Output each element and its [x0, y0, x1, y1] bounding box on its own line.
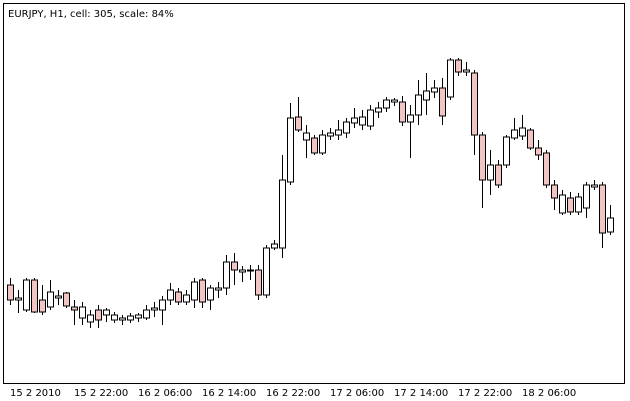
candle-body [391, 99, 398, 103]
candle-body [119, 317, 126, 321]
candle-body [447, 59, 454, 98]
candle-body [367, 109, 374, 127]
candle-body [375, 107, 382, 113]
candle-body [415, 94, 422, 116]
x-tick-label: 18 2 06:00 [522, 388, 576, 399]
candle-body [63, 292, 70, 307]
x-tick-label: 15 2 2010 [10, 388, 61, 399]
candle-body [167, 289, 174, 301]
candle-body [551, 184, 558, 199]
candle-body [111, 314, 118, 321]
candle-body [103, 309, 110, 316]
candle-body [215, 287, 222, 291]
candle-body [239, 269, 246, 273]
candle-body [247, 269, 254, 272]
candle-body [535, 147, 542, 156]
candle-body [311, 137, 318, 154]
x-tick-label: 16 2 22:00 [266, 388, 320, 399]
candle-body [399, 101, 406, 123]
chart-title: EURJPY, H1, cell: 305, scale: 84% [8, 9, 174, 20]
candle-body [543, 152, 550, 186]
candle-body [143, 309, 150, 319]
candle-body [255, 269, 262, 296]
candle-body [303, 132, 310, 141]
candle-body [439, 87, 446, 117]
x-tick-label: 16 2 14:00 [202, 388, 256, 399]
candle-body [423, 90, 430, 101]
candle-body [479, 134, 486, 181]
candle-body [183, 294, 190, 303]
candle-body [95, 309, 102, 321]
candle-body [263, 247, 270, 296]
candle-body [559, 194, 566, 214]
candle-body [431, 87, 438, 93]
candle-body [55, 295, 62, 299]
candle-body [607, 217, 614, 233]
candle-body [287, 117, 294, 183]
candle-body [455, 59, 462, 73]
candle-body [495, 164, 502, 186]
candle-body [599, 184, 606, 234]
candle-body [295, 116, 302, 131]
candle-body [223, 261, 230, 289]
candle-body [231, 261, 238, 271]
candle-body [319, 134, 326, 154]
x-tick-label: 15 2 22:00 [74, 388, 128, 399]
candle-body [31, 279, 38, 313]
candle-body [511, 129, 518, 139]
candle-body [175, 291, 182, 303]
x-tick-label: 16 2 06:00 [138, 388, 192, 399]
candle-body [159, 299, 166, 311]
candle-body [135, 314, 142, 319]
plot-frame [3, 3, 625, 384]
candle-body [7, 284, 14, 301]
candle-body [591, 184, 598, 188]
x-tick-label: 17 2 22:00 [458, 388, 512, 399]
candle-body [487, 164, 494, 181]
candle-body [527, 129, 534, 149]
candle-body [15, 297, 22, 301]
candle-body [583, 184, 590, 209]
candle-body [39, 299, 46, 313]
candle-body [87, 314, 94, 323]
candle-body [271, 243, 278, 249]
candle-body [207, 287, 214, 301]
x-tick-label: 17 2 06:00 [330, 388, 384, 399]
candle-body [407, 114, 414, 123]
candle-body [199, 279, 206, 303]
candle-body [383, 99, 390, 109]
candle-body [71, 306, 78, 311]
candle-body [335, 129, 342, 136]
candle-body [23, 279, 30, 311]
candle-body [191, 281, 198, 301]
candle-body [327, 132, 334, 137]
candle-body [463, 69, 470, 73]
candle-body [503, 136, 510, 166]
candle-body [127, 315, 134, 321]
candle-body [519, 127, 526, 137]
candle-body [151, 307, 158, 311]
x-tick-label: 17 2 14:00 [394, 388, 448, 399]
candle-body [351, 117, 358, 124]
candle-body [47, 291, 54, 308]
candle-body [471, 72, 478, 136]
candle-body [279, 179, 286, 249]
candle-body [575, 196, 582, 213]
candle-body [359, 116, 366, 126]
candle-body [567, 197, 574, 213]
candle-body [343, 121, 350, 134]
candle-body [79, 306, 86, 319]
